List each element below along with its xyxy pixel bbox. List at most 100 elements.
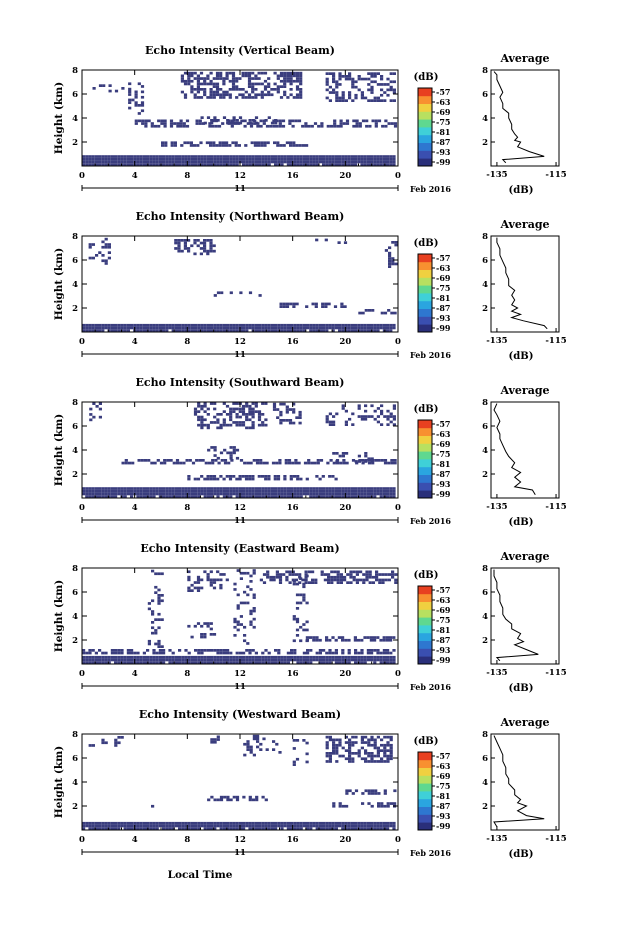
echo-cell [258, 495, 262, 498]
echo-cell [222, 93, 226, 97]
echo-cell [91, 323, 95, 327]
echo-cell [360, 77, 364, 81]
echo-cell [392, 824, 396, 828]
echo-cell [171, 824, 175, 828]
echo-cell [255, 461, 260, 465]
echo-cell [306, 157, 310, 161]
panel-2: Echo Intensity (Northward Beam)0 4 8 12 16 20… [53, 210, 567, 362]
echo-cell [210, 655, 214, 659]
y-tick-label: 8 [72, 564, 78, 574]
echo-cell [213, 326, 217, 330]
echo-cell [200, 404, 204, 408]
echo-cell [344, 163, 348, 166]
echo-cell [376, 492, 380, 496]
echo-cell [181, 155, 185, 158]
echo-cell [245, 489, 249, 493]
echo-cell [94, 323, 98, 327]
echo-cell [254, 492, 258, 496]
echo-cell [389, 155, 393, 158]
echo-cell [306, 155, 310, 158]
echo-cell [334, 821, 338, 825]
echo-cell [332, 88, 336, 92]
echo-cell [246, 745, 250, 749]
echo-cell [123, 163, 127, 166]
echo-cell [144, 122, 148, 125]
echo-cell [149, 157, 153, 161]
echo-cell [124, 461, 128, 465]
echo-cell [382, 651, 386, 655]
echo-cell [203, 157, 207, 161]
echo-cell [246, 122, 250, 125]
echo-cell [306, 821, 310, 825]
echo-cell [168, 487, 172, 490]
echo-cell [325, 420, 329, 424]
echo-cell [203, 649, 207, 652]
echo-cell [376, 746, 380, 750]
echo-cell [211, 124, 215, 128]
echo-cell [203, 323, 207, 327]
echo-cell [251, 402, 255, 405]
echo-cell [376, 827, 380, 830]
echo-cell [333, 122, 337, 125]
echo-cell [338, 754, 342, 758]
echo-cell [181, 163, 185, 166]
echo-cell [187, 249, 191, 253]
echo-cell [151, 610, 155, 613]
colorbar-frame [417, 419, 433, 499]
echo-cell [360, 163, 364, 166]
echo-cell [183, 244, 187, 248]
echo-cell [384, 249, 388, 252]
echo-cell [261, 824, 265, 828]
echo-cell [312, 824, 316, 828]
y-axis-label: Height (km) [53, 580, 65, 652]
echo-cell [190, 655, 194, 659]
echo-cell [334, 163, 338, 166]
echo-cell [354, 460, 358, 463]
echo-cell [155, 487, 159, 490]
echo-cell [344, 824, 348, 828]
echo-cell [137, 112, 141, 115]
echo-cell [272, 405, 277, 409]
echo-cell [158, 651, 162, 655]
echo-cell [196, 79, 200, 83]
echo-cell [147, 459, 151, 462]
echo-cell [210, 661, 214, 664]
y-tick-label: 2 [72, 636, 78, 646]
echo-cell [216, 326, 220, 330]
echo-cell [336, 581, 340, 584]
average-y-tick-label: 4 [482, 612, 488, 622]
echo-cell [370, 754, 374, 758]
echo-cell [222, 492, 226, 496]
echo-cell [376, 754, 380, 758]
echo-cell [392, 636, 396, 639]
echo-cell [203, 492, 207, 496]
echo-cell [242, 651, 246, 655]
x-tick-label: 20 [339, 669, 351, 679]
echo-cell [267, 477, 271, 481]
echo-cell [261, 655, 265, 659]
echo-cell [229, 157, 233, 161]
echo-cell [299, 824, 303, 828]
echo-cell [197, 489, 201, 493]
echo-cell [290, 155, 294, 158]
echo-cell [276, 74, 280, 78]
echo-cell [353, 636, 357, 639]
echo-cell [249, 612, 253, 616]
echo-cell [305, 574, 309, 578]
echo-cell [152, 492, 156, 496]
echo-cell [264, 821, 268, 825]
echo-cell [290, 655, 294, 659]
echo-cell [270, 487, 274, 490]
echo-cell [121, 87, 125, 90]
echo-cell [383, 99, 387, 102]
echo-cell [307, 124, 311, 128]
echo-cell [348, 741, 352, 744]
echo-cell [381, 124, 385, 128]
echo-cell [251, 160, 255, 164]
echo-cell [222, 827, 226, 830]
echo-cell [328, 738, 332, 742]
echo-cell [360, 417, 364, 421]
echo-cell [231, 71, 236, 75]
echo-cell [335, 461, 340, 465]
